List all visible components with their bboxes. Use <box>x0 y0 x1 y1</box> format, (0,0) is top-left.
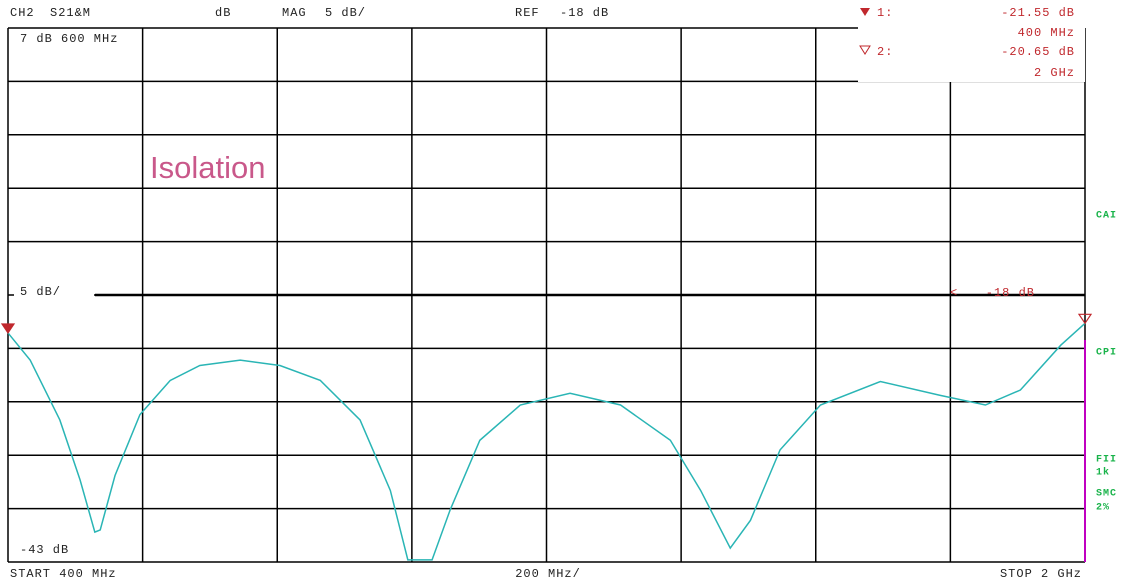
side-label: 1k <box>1096 467 1110 479</box>
ref-level-label: -18 dB <box>986 286 1035 300</box>
format: MAG <box>282 6 307 20</box>
marker-icon <box>860 8 870 16</box>
plot: 5 dB/ -18 dB < <box>0 27 1093 563</box>
span-label: 200 MHz/ <box>515 567 581 581</box>
param: S21&M <box>50 6 91 20</box>
side-label: CPI <box>1096 348 1117 359</box>
marker-value: -20.65 dB <box>1001 45 1075 59</box>
side-label: 2% <box>1096 503 1110 514</box>
top-label: 7 dB 600 MHz <box>20 32 118 46</box>
ref: -18 dB <box>560 6 609 20</box>
ref-label: REF <box>515 6 540 20</box>
side-label: FII <box>1096 455 1117 466</box>
scale-label: 5 dB/ <box>20 285 61 299</box>
unit: dB <box>215 6 231 20</box>
bottom-label: -43 dB <box>20 543 69 557</box>
marker-point <box>1077 313 1093 325</box>
ref-label-bg <box>14 287 94 303</box>
marker-freq: 2 GHz <box>1034 66 1075 80</box>
scale: 5 dB/ <box>325 6 366 20</box>
stop-label: STOP 2 GHz <box>1000 567 1082 581</box>
start-label: START 400 MHz <box>10 567 117 581</box>
marker-value: -21.55 dB <box>1001 6 1075 20</box>
marker-icon <box>859 45 871 55</box>
marker-point <box>0 323 16 334</box>
side-label: CAI <box>1096 211 1117 222</box>
ref-arrow: < <box>950 286 958 300</box>
marker-label: 1: <box>877 6 893 20</box>
marker-box <box>858 0 1085 82</box>
marker-label: 2: <box>877 45 893 59</box>
marker-freq: 400 MHz <box>1018 26 1075 40</box>
side-label: SMC <box>1096 489 1117 500</box>
trace <box>7 322 1086 561</box>
title: Isolation <box>150 150 265 185</box>
channel: CH2 <box>10 6 35 20</box>
